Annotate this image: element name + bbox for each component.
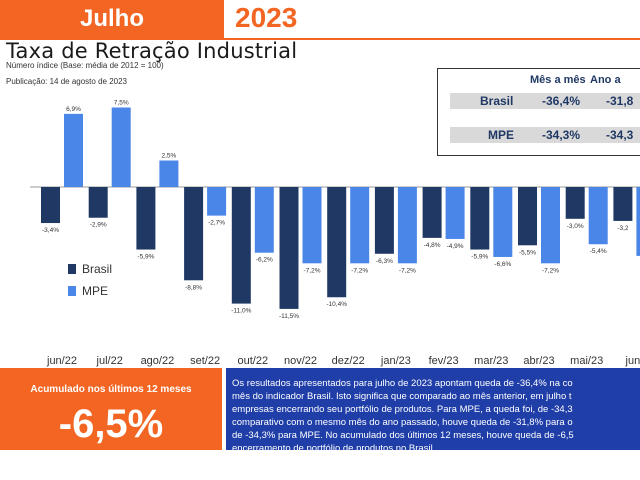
- data-label: -3,4%: [42, 227, 59, 234]
- commentary-line: empresas encerrando seu portfólio de pro…: [232, 404, 573, 415]
- bar-brasil-nov-22: [279, 187, 299, 309]
- page-subtitle: Número índice (Base: média de 2012 = 100…: [6, 61, 164, 70]
- x-tick-label: fev/23: [429, 355, 459, 367]
- report-month: Julho: [0, 0, 224, 38]
- bar-mpe-jul-22: [111, 107, 131, 187]
- summary-table: Mês a mês Ano a Brasil -36,4% -31,8 MPE …: [437, 68, 640, 156]
- data-label: 6,9%: [66, 106, 81, 113]
- publication-date: Publicação: 14 de agosto de 2023: [6, 77, 127, 86]
- legend-swatch-mpe: [68, 286, 76, 296]
- bar-mpe-jun-: [636, 187, 640, 256]
- data-label: -3,2: [617, 225, 629, 232]
- x-tick-label: abr/23: [523, 355, 554, 367]
- data-label: -6,2%: [256, 257, 273, 264]
- data-label: -5,4%: [590, 248, 607, 255]
- legend-label: MPE: [82, 284, 109, 298]
- data-label: -6,3%: [376, 258, 393, 265]
- x-tick-label: mai/23: [570, 355, 603, 367]
- report-year: 2023: [235, 2, 298, 33]
- page-title: Taxa de Retração Industrial: [6, 39, 298, 63]
- data-label: -5,9%: [137, 254, 154, 261]
- legend-swatch-brasil: [68, 264, 76, 274]
- bar-brasil-mai-23: [565, 187, 585, 219]
- summary-header-month: Mês a mês: [530, 74, 586, 86]
- x-tick-label: jun/22: [46, 355, 77, 367]
- data-label: -5,5%: [519, 249, 536, 256]
- summary-header-year: Ano a: [590, 74, 621, 86]
- bar-mpe-dez-22: [350, 187, 370, 264]
- data-label: -7,2%: [351, 267, 368, 274]
- x-tick-label: jan/23: [380, 355, 411, 367]
- bar-brasil-abr-23: [518, 187, 537, 246]
- bar-brasil-fev-23: [422, 187, 442, 238]
- accumulated-label: Acumulado nos últimos 12 meses: [30, 384, 192, 395]
- data-label: -4,9%: [447, 243, 464, 250]
- summary-row-label: MPE: [488, 128, 515, 142]
- commentary-line: de -34,3% para MPE. No acumulado dos últ…: [232, 430, 574, 441]
- data-label: -7,2%: [304, 267, 321, 274]
- commentary-line: comparativo com o mesmo mês do ano passa…: [232, 417, 573, 428]
- bar-mpe-abr-23: [541, 187, 560, 264]
- header-divider: [0, 38, 640, 40]
- data-label: -10,4%: [326, 301, 347, 308]
- data-label: -7,2%: [542, 267, 559, 274]
- data-label: -2,9%: [90, 222, 107, 229]
- summary-row-label: Brasil: [480, 94, 514, 108]
- commentary-panel: Os resultados apresentados para julho de…: [226, 368, 640, 450]
- summary-row-brasil: Brasil -36,4% -31,8: [450, 93, 640, 109]
- data-label: 2,5%: [161, 153, 176, 160]
- bar-mpe-nov-22: [302, 187, 322, 264]
- summary-row-month-value: -36,4%: [542, 94, 581, 108]
- data-label: -3,0%: [567, 223, 584, 230]
- data-label: -2,7%: [208, 220, 225, 227]
- commentary-line: mês do indicador Brasil. Isto significa …: [232, 391, 572, 402]
- bar-mpe-set-22: [207, 187, 227, 216]
- x-tick-label: out/22: [238, 355, 269, 367]
- data-label: -11,0%: [231, 308, 251, 315]
- bar-brasil-jul-22: [88, 187, 108, 218]
- data-label: -7,2%: [399, 267, 416, 274]
- bar-mpe-jun-22: [64, 113, 83, 187]
- legend-label: Brasil: [82, 262, 113, 276]
- bar-mpe-ago-22: [159, 160, 179, 187]
- data-label: 7,5%: [114, 100, 129, 107]
- commentary-line: encerramento de portfólio de produtos no…: [232, 443, 436, 450]
- commentary-line: Os resultados apresentados para julho de…: [232, 378, 573, 389]
- commentary-text: Os resultados apresentados para julho de…: [232, 377, 640, 450]
- bar-mpe-out-22: [254, 187, 274, 253]
- bar-brasil-out-22: [231, 187, 251, 304]
- bar-brasil-jun-: [613, 187, 633, 221]
- bar-mpe-mai-23: [588, 187, 608, 245]
- x-tick-label: set/22: [190, 355, 220, 367]
- data-label: -6,6%: [494, 261, 511, 268]
- x-tick-label: jun/: [625, 355, 640, 367]
- data-label: -8,8%: [185, 284, 202, 291]
- summary-row-mpe: MPE -34,3% -34,3: [450, 127, 640, 143]
- bar-brasil-dez-22: [327, 187, 347, 298]
- summary-row-year-value: -34,3: [606, 128, 634, 142]
- bar-brasil-set-22: [184, 187, 204, 281]
- data-label: -5,9%: [471, 254, 488, 261]
- accumulated-value: -6,5%: [58, 402, 164, 446]
- bar-brasil-ago-22: [136, 187, 156, 250]
- x-tick-label: jul/22: [96, 355, 123, 367]
- summary-row-year-value: -31,8: [606, 94, 634, 108]
- bar-mpe-jan-23: [397, 187, 417, 264]
- bar-mpe-mar-23: [493, 187, 513, 257]
- data-label: -4,8%: [424, 242, 441, 249]
- accumulated-panel: Acumulado nos últimos 12 meses -6,5%: [0, 368, 222, 450]
- bar-brasil-mar-23: [470, 187, 490, 250]
- bar-chart: -3,4% 6,9% jun/22 -2,9% 7,5% jul/22 -5,9% 2,5% a…: [30, 100, 640, 367]
- x-tick-label: ago/22: [141, 355, 175, 367]
- bar-brasil-jan-23: [374, 187, 394, 254]
- data-label: -11,5%: [279, 313, 299, 320]
- bar-mpe-fev-23: [445, 187, 465, 239]
- summary-row-month-value: -34,3%: [542, 128, 581, 142]
- x-tick-label: nov/22: [284, 355, 317, 367]
- x-tick-label: dez/22: [332, 355, 365, 367]
- x-tick-label: mar/23: [474, 355, 508, 367]
- bar-brasil-jun-22: [41, 187, 60, 224]
